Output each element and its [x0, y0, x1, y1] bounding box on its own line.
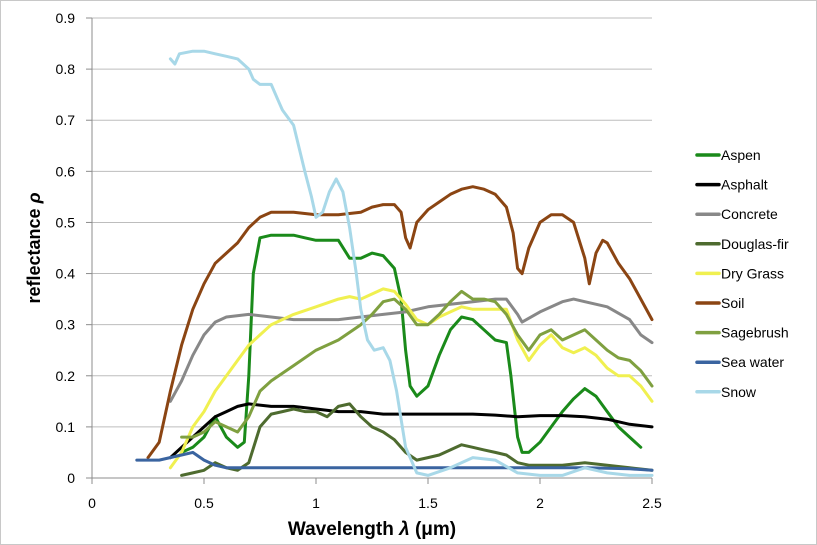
series-line-asphalt — [168, 402, 654, 460]
legend: Aspen Asphalt Concrete Douglas-fir Dry Grass… — [695, 147, 789, 400]
x-tick-label: 2 — [536, 495, 544, 511]
y-tick-label: 0.4 — [56, 266, 76, 282]
series-line-concrete — [168, 297, 654, 403]
legend-label-snow: Snow — [721, 384, 757, 400]
x-tick-label: 1 — [312, 495, 320, 511]
legend-label-douglas-fir: Douglas-fir — [721, 236, 789, 252]
series-line-soil — [146, 185, 654, 460]
series-lines — [135, 49, 654, 477]
series-line-sea-water — [135, 450, 654, 472]
legend-label-aspen: Aspen — [721, 147, 761, 163]
y-axis-title-symbol: ρ — [24, 192, 44, 204]
series-line-sagebrush — [180, 289, 654, 439]
x-tick-label: 2.5 — [642, 495, 662, 511]
legend-label-soil: Soil — [721, 295, 744, 311]
axes — [86, 17, 653, 484]
legend-label-concrete: Concrete — [721, 206, 778, 222]
y-tick-label: 0.2 — [56, 368, 76, 384]
x-tick-label: 1.5 — [418, 495, 438, 511]
legend-label-asphalt: Asphalt — [721, 177, 768, 193]
legend-label-sagebrush: Sagebrush — [721, 325, 789, 341]
legend-label-sea-water: Sea water — [721, 354, 784, 370]
y-axis-title: reflectance ρ — [24, 192, 44, 303]
x-axis-title-symbol: λ — [398, 519, 410, 540]
y-tick-label: 0.3 — [56, 317, 76, 333]
y-tick-label: 0.8 — [56, 61, 76, 77]
x-axis-title-unit: (μm) — [415, 519, 456, 540]
x-tick-label: 0.5 — [194, 495, 214, 511]
y-tick-label: 0.9 — [56, 10, 76, 26]
series-line-snow — [168, 49, 654, 477]
x-axis-title-text: Wavelength — [288, 519, 394, 540]
legend-label-dry-grass: Dry Grass — [721, 265, 784, 281]
x-axis-title: Wavelength λ (μm) — [288, 519, 456, 540]
y-tick-label: 0.5 — [56, 214, 76, 230]
tick-labels: 0 0.1 0.2 0.3 0.4 0.5 0.6 0.7 0.8 0.9 0 0.5 1 1.5 2 2.5 — [56, 10, 662, 511]
y-tick-label: 0 — [67, 470, 75, 486]
y-tick-label: 0.6 — [56, 163, 76, 179]
x-tick-label: 0 — [88, 495, 96, 511]
series-line-aspen — [180, 233, 643, 454]
series-line-douglas-fir — [180, 402, 654, 477]
y-tick-label: 0.7 — [56, 112, 76, 128]
y-tick-label: 0.1 — [56, 419, 76, 435]
y-axis-title-text: reflectance — [24, 208, 44, 303]
